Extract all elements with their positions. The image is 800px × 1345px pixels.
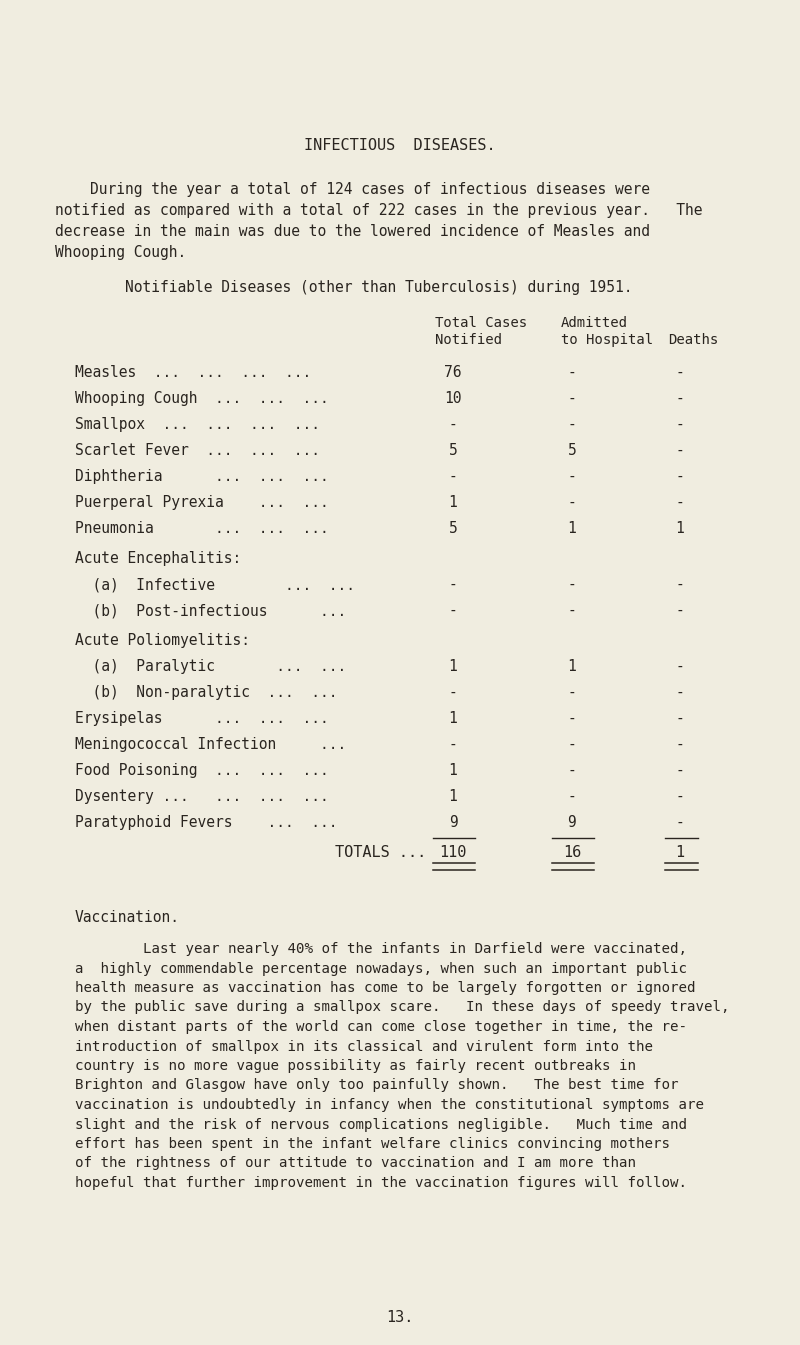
Text: Total Cases: Total Cases [435, 316, 527, 330]
Text: -: - [568, 577, 576, 592]
Text: Notifiable Diseases (other than Tuberculosis) during 1951.: Notifiable Diseases (other than Tubercul… [55, 280, 633, 295]
Text: -: - [568, 417, 576, 432]
Text: when distant parts of the world can come close together in time, the re-: when distant parts of the world can come… [75, 1020, 687, 1034]
Text: 1: 1 [449, 495, 458, 510]
Text: Scarlet Fever  ...  ...  ...: Scarlet Fever ... ... ... [75, 443, 320, 459]
Text: Pneumonia       ...  ...  ...: Pneumonia ... ... ... [75, 521, 329, 537]
Text: -: - [676, 469, 684, 484]
Text: (a)  Infective        ...  ...: (a) Infective ... ... [75, 577, 355, 592]
Text: Measles  ...  ...  ...  ...: Measles ... ... ... ... [75, 364, 311, 381]
Text: slight and the risk of nervous complications negligible.   Much time and: slight and the risk of nervous complicat… [75, 1118, 687, 1131]
Text: introduction of smallpox in its classical and virulent form into the: introduction of smallpox in its classica… [75, 1040, 653, 1053]
Text: 1: 1 [568, 521, 576, 537]
Text: Brighton and Glasgow have only too painfully shown.   The best time for: Brighton and Glasgow have only too painf… [75, 1079, 678, 1092]
Text: Puerperal Pyrexia    ...  ...: Puerperal Pyrexia ... ... [75, 495, 329, 510]
Text: -: - [676, 603, 684, 617]
Text: by the public save during a smallpox scare.   In these days of speedy travel,: by the public save during a smallpox sca… [75, 1001, 730, 1014]
Text: -: - [568, 712, 576, 726]
Text: Last year nearly 40% of the infants in Darfield were vaccinated,: Last year nearly 40% of the infants in D… [75, 941, 687, 956]
Text: -: - [676, 815, 684, 830]
Text: -: - [676, 763, 684, 777]
Text: Acute Encephalitis:: Acute Encephalitis: [75, 551, 242, 566]
Text: 1: 1 [449, 763, 458, 777]
Text: Meningococcal Infection     ...: Meningococcal Infection ... [75, 737, 346, 752]
Text: 9: 9 [449, 815, 458, 830]
Text: decrease in the main was due to the lowered incidence of Measles and: decrease in the main was due to the lowe… [55, 225, 650, 239]
Text: 5: 5 [449, 521, 458, 537]
Text: -: - [568, 603, 576, 617]
Text: to Hospital: to Hospital [561, 334, 653, 347]
Text: 13.: 13. [386, 1310, 414, 1325]
Text: -: - [449, 469, 458, 484]
Text: -: - [449, 417, 458, 432]
Text: 9: 9 [568, 815, 576, 830]
Text: Erysipelas      ...  ...  ...: Erysipelas ... ... ... [75, 712, 329, 726]
Text: -: - [568, 737, 576, 752]
Text: Deaths: Deaths [668, 334, 718, 347]
Text: -: - [676, 443, 684, 459]
Text: 16: 16 [563, 845, 581, 859]
Text: 10: 10 [444, 391, 462, 406]
Text: (b)  Post-infectious      ...: (b) Post-infectious ... [75, 603, 346, 617]
Text: TOTALS ...: TOTALS ... [335, 845, 426, 859]
Text: (a)  Paralytic       ...  ...: (a) Paralytic ... ... [75, 659, 346, 674]
Text: -: - [568, 763, 576, 777]
Text: vaccination is undoubtedly in infancy when the constitutional symptoms are: vaccination is undoubtedly in infancy wh… [75, 1098, 704, 1112]
Text: -: - [676, 712, 684, 726]
Text: -: - [676, 659, 684, 674]
Text: -: - [568, 364, 576, 381]
Text: Smallpox  ...  ...  ...  ...: Smallpox ... ... ... ... [75, 417, 320, 432]
Text: -: - [568, 685, 576, 699]
Text: -: - [568, 495, 576, 510]
Text: notified as compared with a total of 222 cases in the previous year.   The: notified as compared with a total of 222… [55, 203, 702, 218]
Text: Notified: Notified [435, 334, 502, 347]
Text: 1: 1 [449, 790, 458, 804]
Text: country is no more vague possibility as fairly recent outbreaks in: country is no more vague possibility as … [75, 1059, 636, 1073]
Text: Dysentery ...   ...  ...  ...: Dysentery ... ... ... ... [75, 790, 329, 804]
Text: Admitted: Admitted [561, 316, 628, 330]
Text: INFECTIOUS  DISEASES.: INFECTIOUS DISEASES. [304, 139, 496, 153]
Text: -: - [676, 495, 684, 510]
Text: hopeful that further improvement in the vaccination figures will follow.: hopeful that further improvement in the … [75, 1176, 687, 1190]
Text: -: - [676, 790, 684, 804]
Text: 1: 1 [449, 659, 458, 674]
Text: Whooping Cough.: Whooping Cough. [55, 245, 186, 260]
Text: (b)  Non-paralytic  ...  ...: (b) Non-paralytic ... ... [75, 685, 338, 699]
Text: 110: 110 [439, 845, 466, 859]
Text: -: - [449, 685, 458, 699]
Text: a  highly commendable percentage nowadays, when such an important public: a highly commendable percentage nowadays… [75, 962, 687, 975]
Text: Vaccination.: Vaccination. [75, 911, 180, 925]
Text: Paratyphoid Fevers    ...  ...: Paratyphoid Fevers ... ... [75, 815, 338, 830]
Text: 5: 5 [568, 443, 576, 459]
Text: -: - [676, 364, 684, 381]
Text: 1: 1 [675, 845, 685, 859]
Text: 5: 5 [449, 443, 458, 459]
Text: Whooping Cough  ...  ...  ...: Whooping Cough ... ... ... [75, 391, 329, 406]
Text: Acute Poliomyelitis:: Acute Poliomyelitis: [75, 633, 250, 648]
Text: -: - [568, 391, 576, 406]
Text: -: - [568, 790, 576, 804]
Text: -: - [676, 737, 684, 752]
Text: -: - [676, 417, 684, 432]
Text: -: - [449, 603, 458, 617]
Text: health measure as vaccination has come to be largely forgotten or ignored: health measure as vaccination has come t… [75, 981, 695, 995]
Text: 1: 1 [449, 712, 458, 726]
Text: -: - [449, 577, 458, 592]
Text: Diphtheria      ...  ...  ...: Diphtheria ... ... ... [75, 469, 329, 484]
Text: -: - [676, 685, 684, 699]
Text: of the rightness of our attitude to vaccination and I am more than: of the rightness of our attitude to vacc… [75, 1157, 636, 1170]
Text: -: - [568, 469, 576, 484]
Text: -: - [676, 391, 684, 406]
Text: 1: 1 [568, 659, 576, 674]
Text: 1: 1 [676, 521, 684, 537]
Text: During the year a total of 124 cases of infectious diseases were: During the year a total of 124 cases of … [55, 182, 650, 196]
Text: Food Poisoning  ...  ...  ...: Food Poisoning ... ... ... [75, 763, 329, 777]
Text: 76: 76 [444, 364, 462, 381]
Text: -: - [676, 577, 684, 592]
Text: -: - [449, 737, 458, 752]
Text: effort has been spent in the infant welfare clinics convincing mothers: effort has been spent in the infant welf… [75, 1137, 670, 1151]
